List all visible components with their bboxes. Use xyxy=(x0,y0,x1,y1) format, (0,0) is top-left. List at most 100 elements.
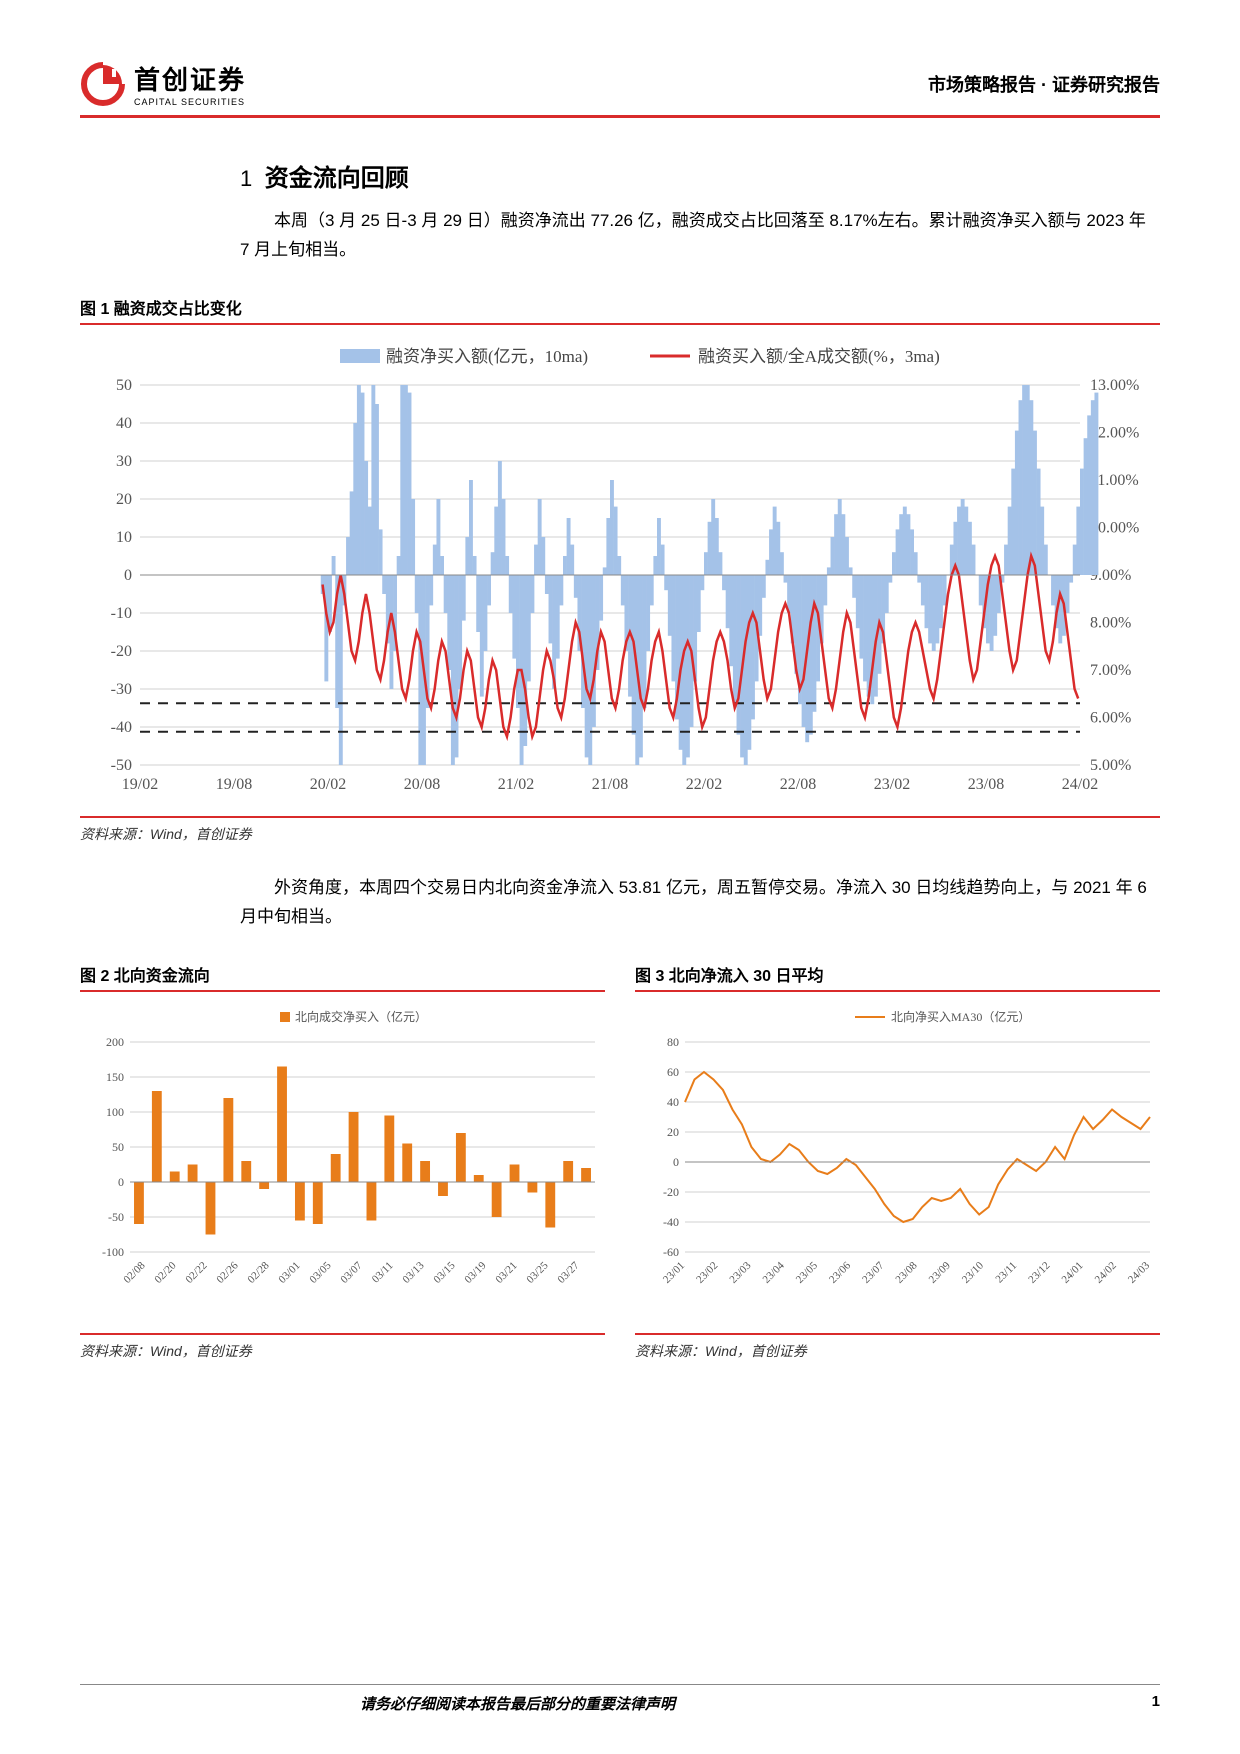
svg-text:21/02: 21/02 xyxy=(498,776,534,793)
svg-text:100: 100 xyxy=(106,1105,124,1119)
svg-text:20/02: 20/02 xyxy=(310,776,346,793)
svg-text:北向成交净买入（亿元）: 北向成交净买入（亿元） xyxy=(295,1009,427,1024)
chart2-svg: -100-5005010015020002/0802/2002/2202/260… xyxy=(80,1002,605,1322)
svg-text:5.00%: 5.00% xyxy=(1090,757,1131,774)
svg-text:22/02: 22/02 xyxy=(686,776,722,793)
chart2-source: 资料来源：Wind，首创证券 xyxy=(80,1333,605,1361)
svg-text:03/25: 03/25 xyxy=(524,1259,551,1286)
logo-text-cn: 首创证券 xyxy=(134,60,246,97)
svg-text:03/13: 03/13 xyxy=(400,1259,427,1286)
page-footer: 请务必仔细阅读本报告最后部分的重要法律声明 1 xyxy=(80,1684,1160,1714)
svg-text:03/05: 03/05 xyxy=(307,1259,334,1286)
svg-text:0: 0 xyxy=(118,1175,124,1189)
chart2-caption: 图 2 北向资金流向 xyxy=(80,962,605,992)
svg-text:23/10: 23/10 xyxy=(960,1259,987,1286)
svg-text:-30: -30 xyxy=(111,681,132,698)
svg-text:24/02: 24/02 xyxy=(1093,1259,1119,1285)
logo: 首创证券 CAPITAL SECURITIES xyxy=(80,60,246,107)
svg-text:20/08: 20/08 xyxy=(404,776,440,793)
svg-text:150: 150 xyxy=(106,1070,124,1084)
svg-text:03/15: 03/15 xyxy=(431,1259,458,1286)
svg-text:23/08: 23/08 xyxy=(893,1259,920,1286)
svg-text:02/22: 02/22 xyxy=(183,1259,209,1285)
svg-text:03/19: 03/19 xyxy=(462,1259,489,1286)
svg-text:20: 20 xyxy=(116,491,132,508)
header-report-type: 市场策略报告 · 证券研究报告 xyxy=(928,71,1160,97)
svg-text:50: 50 xyxy=(116,377,132,394)
section-title: 1 资金流向回顾 xyxy=(240,158,1160,193)
chart1-svg: -50 -40 -30 -20 -10 0 10 20 30 40 50 5.00% 6.00% 7.00… xyxy=(80,335,1160,805)
svg-text:22/08: 22/08 xyxy=(780,776,816,793)
svg-text:02/20: 02/20 xyxy=(152,1259,179,1286)
chart3: -60-40-2002040608023/0123/0223/0323/0423… xyxy=(635,1002,1160,1327)
logo-text-en: CAPITAL SECURITIES xyxy=(134,97,246,107)
svg-text:23/09: 23/09 xyxy=(927,1259,954,1286)
page-number: 1 xyxy=(1152,1693,1160,1714)
svg-text:0: 0 xyxy=(124,567,132,584)
svg-text:50: 50 xyxy=(112,1140,124,1154)
svg-text:23/02: 23/02 xyxy=(874,776,910,793)
svg-text:0: 0 xyxy=(673,1155,679,1169)
svg-text:24/01: 24/01 xyxy=(1059,1259,1085,1285)
svg-text:03/21: 03/21 xyxy=(493,1259,519,1285)
svg-text:23/05: 23/05 xyxy=(794,1259,821,1286)
svg-text:-20: -20 xyxy=(663,1185,679,1199)
svg-text:03/11: 03/11 xyxy=(370,1259,396,1285)
svg-text:23/01: 23/01 xyxy=(661,1259,687,1285)
svg-text:23/06: 23/06 xyxy=(827,1259,854,1286)
chart3-svg: -60-40-2002040608023/0123/0223/0323/0423… xyxy=(635,1002,1160,1322)
svg-text:-10: -10 xyxy=(111,605,132,622)
svg-text:6.00%: 6.00% xyxy=(1090,709,1131,726)
svg-text:24/02: 24/02 xyxy=(1062,776,1098,793)
chart3-source: 资料来源：Wind，首创证券 xyxy=(635,1333,1160,1361)
svg-text:24/03: 24/03 xyxy=(1126,1259,1153,1286)
svg-text:北向净买入MA30（亿元）: 北向净买入MA30（亿元） xyxy=(891,1009,1030,1024)
chart1-caption: 图 1 融资成交占比变化 xyxy=(80,295,1160,325)
svg-text:23/11: 23/11 xyxy=(993,1259,1019,1285)
chart2: -100-5005010015020002/0802/2002/2202/260… xyxy=(80,1002,605,1327)
charts-row-2: 图 2 北向资金流向 -100-5005010015020002/0802/20… xyxy=(80,962,1160,1391)
chart1-source: 资料来源：Wind，首创证券 xyxy=(80,816,1160,844)
svg-text:02/28: 02/28 xyxy=(245,1259,272,1286)
svg-text:-40: -40 xyxy=(111,719,132,736)
svg-text:融资买入额/全A成交额(%，3ma): 融资买入额/全A成交额(%，3ma) xyxy=(698,347,940,366)
chart1: -50 -40 -30 -20 -10 0 10 20 30 40 50 5.00% 6.00% 7.00… xyxy=(80,335,1160,810)
svg-text:03/01: 03/01 xyxy=(276,1259,302,1285)
paragraph-1: 本周（3 月 25 日-3 月 29 日）融资净流出 77.26 亿，融资成交占… xyxy=(240,207,1160,265)
svg-text:23/12: 23/12 xyxy=(1026,1259,1052,1285)
paragraph-2: 外资角度，本周四个交易日内北向资金净流入 53.81 亿元，周五暂停交易。净流入… xyxy=(240,874,1160,932)
svg-text:23/04: 23/04 xyxy=(761,1259,788,1286)
svg-text:23/02: 23/02 xyxy=(694,1259,720,1285)
svg-text:80: 80 xyxy=(667,1035,679,1049)
svg-text:-20: -20 xyxy=(111,643,132,660)
page-header: 首创证券 CAPITAL SECURITIES 市场策略报告 · 证券研究报告 xyxy=(80,60,1160,118)
svg-text:20: 20 xyxy=(667,1125,679,1139)
svg-text:-50: -50 xyxy=(108,1210,124,1224)
footer-disclaimer: 请务必仔细阅读本报告最后部分的重要法律声明 xyxy=(360,1693,675,1714)
svg-text:13.00%: 13.00% xyxy=(1090,377,1139,394)
svg-text:60: 60 xyxy=(667,1065,679,1079)
svg-text:23/08: 23/08 xyxy=(968,776,1004,793)
svg-text:02/26: 02/26 xyxy=(214,1259,241,1286)
svg-text:23/03: 23/03 xyxy=(727,1259,754,1286)
chart3-caption: 图 3 北向净流入 30 日平均 xyxy=(635,962,1160,992)
svg-text:-40: -40 xyxy=(663,1215,679,1229)
svg-text:融资净买入额(亿元，10ma): 融资净买入额(亿元，10ma) xyxy=(386,347,588,366)
svg-text:40: 40 xyxy=(116,415,132,432)
svg-text:-50: -50 xyxy=(111,757,132,774)
svg-text:8.00%: 8.00% xyxy=(1090,614,1131,631)
svg-text:19/02: 19/02 xyxy=(122,776,158,793)
svg-text:200: 200 xyxy=(106,1035,124,1049)
svg-text:21/08: 21/08 xyxy=(592,776,628,793)
section-number: 1 xyxy=(240,166,252,191)
svg-text:-60: -60 xyxy=(663,1245,679,1259)
svg-text:03/27: 03/27 xyxy=(555,1259,582,1286)
svg-text:30: 30 xyxy=(116,453,132,470)
svg-text:03/07: 03/07 xyxy=(338,1259,365,1286)
section-heading: 资金流向回顾 xyxy=(265,165,409,192)
svg-text:10: 10 xyxy=(116,529,132,546)
svg-text:7.00%: 7.00% xyxy=(1090,662,1131,679)
svg-text:02/08: 02/08 xyxy=(121,1259,148,1286)
svg-text:23/07: 23/07 xyxy=(860,1259,887,1286)
svg-text:-100: -100 xyxy=(102,1245,124,1259)
